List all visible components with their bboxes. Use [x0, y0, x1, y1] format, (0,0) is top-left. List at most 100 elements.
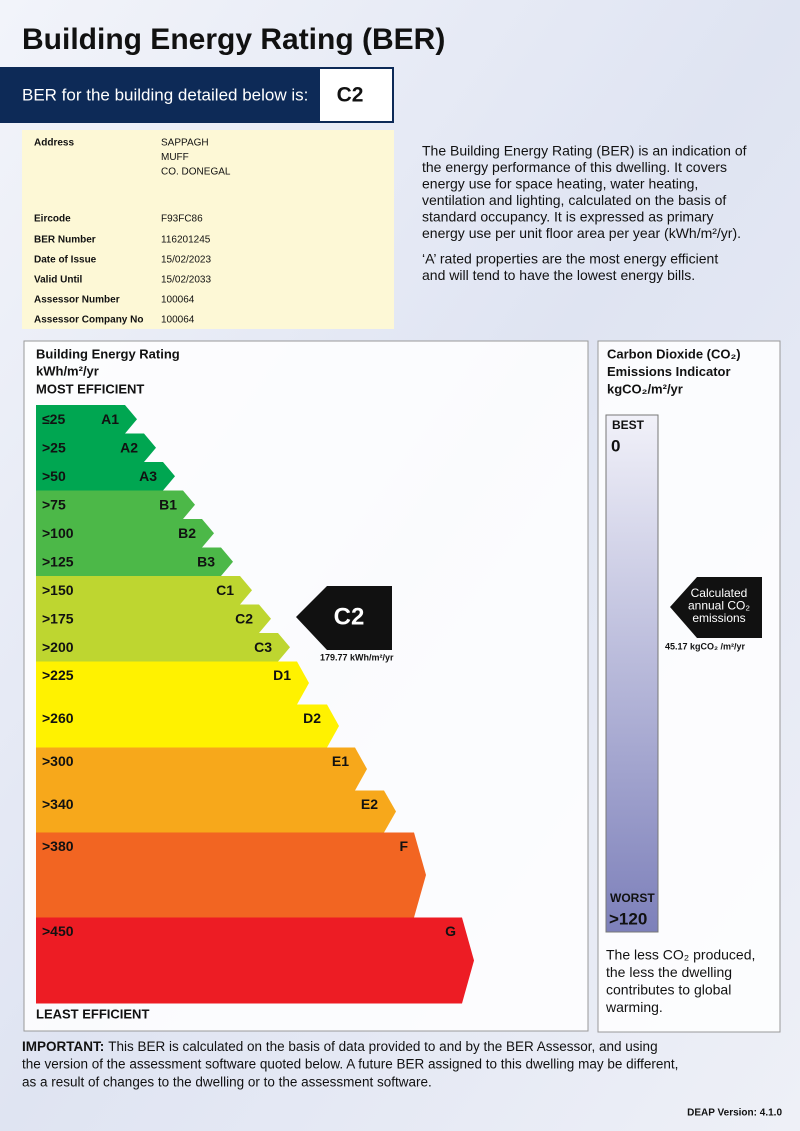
- band: [36, 576, 252, 605]
- band-range: >25: [42, 439, 66, 455]
- detail-label: BER Number: [34, 235, 96, 246]
- co2-bar: [605, 414, 659, 933]
- band-grade: E2: [361, 796, 378, 812]
- band-range: >50: [42, 468, 66, 484]
- banner-label: BER for the building detailed below is:: [22, 85, 308, 104]
- description-line: ventilation and lighting, calculated on …: [422, 192, 726, 208]
- band-grade: B2: [178, 525, 196, 541]
- banner-rating: C2: [337, 84, 364, 107]
- co2-note: warming.: [605, 999, 663, 1015]
- detail-label: Assessor Company No: [34, 315, 143, 326]
- rating-value: 179.77 kWh/m²/yr: [320, 652, 394, 662]
- co2-arrow-label: emissions: [692, 611, 745, 625]
- band: [36, 604, 271, 633]
- detail-value: 15/02/2023: [161, 255, 211, 266]
- detail-value: 100064: [161, 315, 195, 326]
- description-line: energy use per unit floor area per year …: [422, 225, 741, 241]
- address-line: CO. DONEGAL: [161, 167, 231, 178]
- detail-label: Address: [34, 138, 74, 149]
- address-line: SAPPAGH: [161, 138, 209, 149]
- band-grade: A2: [120, 439, 138, 455]
- detail-label: Date of Issue: [34, 255, 97, 266]
- band-range: >225: [42, 667, 74, 683]
- address-line: MUFF: [161, 152, 189, 163]
- band-grade: A3: [139, 468, 157, 484]
- co2-worst-label: WORST: [610, 891, 655, 905]
- description-line: standard occupancy. It is expressed as p…: [422, 209, 714, 225]
- band-range: >450: [42, 923, 74, 939]
- description-line: ‘A’ rated properties are the most energy…: [422, 251, 718, 267]
- banner-rating-box: [320, 69, 392, 121]
- rating-arrow: [296, 586, 392, 650]
- important-line: IMPORTANT: This BER is calculated on the …: [22, 1039, 658, 1054]
- detail-value: F93FC86: [161, 214, 203, 225]
- co2-title: Carbon Dioxide (CO₂): [607, 346, 741, 361]
- band: [36, 519, 214, 548]
- title: Building Energy Rating (BER): [22, 23, 445, 56]
- co2-value: 45.17 kgCO₂ /m²/yr: [665, 641, 746, 651]
- co2-arrow-label: Calculated: [691, 586, 748, 600]
- band-range: >75: [42, 496, 66, 512]
- band: [36, 747, 367, 791]
- band-grade: C2: [235, 610, 253, 626]
- co2-worst-value: >120: [609, 909, 647, 928]
- band-range: >150: [42, 582, 74, 598]
- band-grade: D1: [273, 667, 291, 683]
- detail-label: Eircode: [34, 214, 71, 225]
- band-range: >380: [42, 838, 74, 854]
- detail-value: 116201245: [161, 235, 211, 246]
- band: [36, 490, 195, 519]
- band: [36, 832, 426, 918]
- band-range: >200: [42, 639, 74, 655]
- co2-arrow-label: annual CO₂: [688, 599, 750, 613]
- important-line: the version of the assessment software q…: [22, 1057, 678, 1072]
- co2-note: contributes to global: [606, 982, 731, 998]
- band-range: >175: [42, 610, 74, 626]
- detail-label: Valid Until: [34, 275, 83, 286]
- detail-value: 15/02/2033: [161, 275, 211, 286]
- description-line: energy use for space heating, water heat…: [422, 176, 698, 192]
- band-range: >300: [42, 753, 74, 769]
- band: [36, 633, 290, 662]
- co2-arrow: [670, 577, 762, 638]
- band-grade: F: [399, 838, 408, 854]
- co2-note: The less CO₂ produced,: [606, 947, 755, 963]
- band-grade: D2: [303, 710, 321, 726]
- band: [36, 547, 233, 576]
- description-line: and will tend to have the lowest energy …: [422, 267, 695, 283]
- bottom-label: LEAST EFFICIENT: [36, 1006, 149, 1021]
- description-line: The Building Energy Rating (BER) is an i…: [422, 143, 747, 159]
- rating-arrow-label: C2: [334, 603, 365, 630]
- band-grade: G: [445, 923, 456, 939]
- important-line: as a result of changes to the dwelling o…: [22, 1075, 432, 1090]
- band: [36, 462, 175, 491]
- band-grade: B3: [197, 553, 215, 569]
- co2-title: Emissions Indicator: [607, 364, 731, 379]
- band-range: >260: [42, 710, 74, 726]
- description-line: the energy performance of this dwelling.…: [422, 159, 727, 175]
- detail-label: Assessor Number: [34, 295, 120, 306]
- important-text: This BER is calculated on the basis of d…: [108, 1039, 657, 1054]
- band: [36, 661, 309, 705]
- important-label: IMPORTANT:: [22, 1039, 104, 1054]
- co2-best-value: 0: [611, 436, 620, 455]
- band: [36, 433, 156, 462]
- band: [36, 704, 339, 748]
- band-grade: C3: [254, 639, 272, 655]
- version: DEAP Version: 4.1.0: [687, 1108, 782, 1119]
- band-range: >100: [42, 525, 74, 541]
- band: [36, 405, 137, 434]
- co2-title: kgCO₂/m²/yr: [607, 381, 683, 396]
- band-range: >125: [42, 553, 74, 569]
- details-box: [22, 130, 394, 329]
- detail-value: 100064: [161, 295, 195, 306]
- scale-title: kWh/m²/yr: [36, 363, 99, 378]
- band-grade: C1: [216, 582, 234, 598]
- band-range: >340: [42, 796, 74, 812]
- top-label: MOST EFFICIENT: [36, 381, 144, 396]
- band-grade: B1: [159, 496, 177, 512]
- band-grade: E1: [332, 753, 349, 769]
- band: [36, 790, 396, 833]
- band: [36, 917, 474, 1004]
